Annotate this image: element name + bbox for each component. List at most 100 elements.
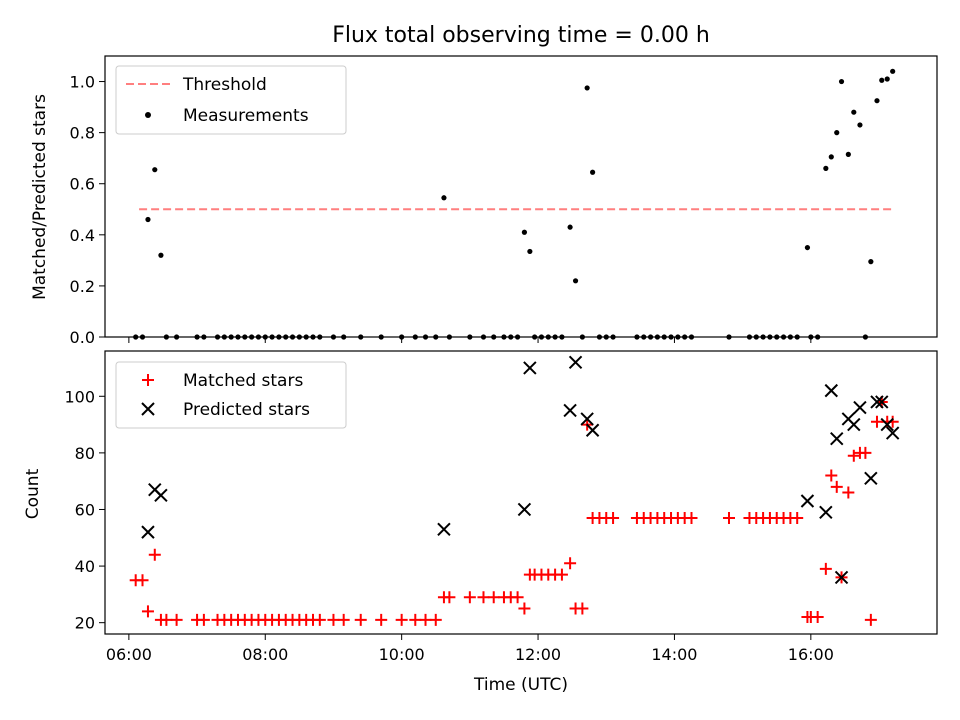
measurement-point xyxy=(194,334,200,340)
x-tick-label: 16:00 xyxy=(788,645,834,664)
matched-star-point xyxy=(564,557,577,570)
measurement-point xyxy=(726,334,732,340)
measurement-point xyxy=(862,334,868,340)
x-tick-label: 08:00 xyxy=(242,645,288,664)
measurement-point xyxy=(851,109,857,115)
bottom-y-axis-label: Count xyxy=(23,468,43,519)
x-tick-label: 12:00 xyxy=(515,645,561,664)
measurement-point xyxy=(688,334,695,340)
matched-star-point xyxy=(511,591,524,604)
measurement-point xyxy=(815,334,821,340)
matched-star-point xyxy=(170,613,183,626)
matched-star-point xyxy=(607,511,620,524)
measurement-point xyxy=(753,334,759,340)
matched-star-point xyxy=(148,548,161,561)
measurement-point xyxy=(358,334,364,340)
predicted-star-point xyxy=(830,432,844,446)
chart-title: Flux total observing time = 0.00 h xyxy=(332,23,710,48)
measurement-point xyxy=(446,334,452,340)
predicted-star-point xyxy=(800,494,815,508)
measurement-point xyxy=(228,334,234,340)
legend-measurements-swatch xyxy=(145,112,151,118)
predicted-star-point xyxy=(824,383,839,398)
matched-star-point xyxy=(375,613,388,626)
matched-star-point xyxy=(463,591,476,604)
measurement-point xyxy=(276,334,282,340)
predicted-star-point xyxy=(517,502,532,517)
matched-star-point xyxy=(723,511,735,524)
measurement-point xyxy=(746,334,753,340)
bottom-y-tick-label: 80 xyxy=(75,444,95,463)
top-y-axis-label: Matched/Predicted stars xyxy=(30,94,50,300)
measurement-point xyxy=(661,334,667,340)
measurement-point xyxy=(221,334,227,340)
measurement-point xyxy=(884,76,890,82)
top-legend: Threshold Measurements xyxy=(115,65,347,135)
measurement-point xyxy=(467,334,473,340)
measurement-point xyxy=(868,259,874,265)
measurement-point xyxy=(767,334,773,340)
legend-matched-label: Matched stars xyxy=(183,371,303,391)
measurement-point xyxy=(310,334,316,340)
measurement-point xyxy=(572,278,579,284)
measurement-point xyxy=(682,334,688,340)
legend-predicted-swatch xyxy=(141,402,155,416)
predicted-star-point xyxy=(819,505,833,520)
matched-star-point xyxy=(443,591,456,604)
measurement-point xyxy=(269,334,275,340)
measurement-point xyxy=(399,334,405,340)
measurement-point xyxy=(610,334,616,340)
measurement-point xyxy=(133,334,139,340)
measurement-point xyxy=(255,334,262,340)
measurement-point xyxy=(804,244,811,251)
measurement-point xyxy=(317,334,323,340)
measurement-point xyxy=(289,334,296,340)
measurement-point xyxy=(774,334,780,340)
measurement-point xyxy=(532,334,538,340)
measurement-point xyxy=(242,334,248,340)
measurement-point xyxy=(262,334,268,340)
measurement-point xyxy=(668,334,674,340)
top-y-tick-label: 0.2 xyxy=(70,277,95,296)
measurement-point xyxy=(834,130,840,136)
predicted-star-point xyxy=(154,488,168,503)
measurement-point xyxy=(879,77,885,83)
measurement-point xyxy=(422,334,429,340)
measurement-point xyxy=(480,334,487,340)
matched-star-point xyxy=(830,480,843,493)
matched-star-point xyxy=(395,613,408,626)
x-tick-label: 06:00 xyxy=(106,645,152,664)
measurement-point xyxy=(441,195,447,201)
count-panel: 20 40 60 80 100 06:00 08:00 10:00 12:00 14:00 16:0… xyxy=(64,350,938,664)
matched-star-point xyxy=(518,602,531,615)
legend-matched-swatch xyxy=(142,374,154,386)
top-y-tick-label: 0.0 xyxy=(70,328,95,347)
measurement-point xyxy=(874,98,880,104)
measurement-point xyxy=(584,85,590,91)
bottom-y-tick-label: 60 xyxy=(75,500,95,519)
measurement-point xyxy=(163,334,169,340)
predicted-star-point xyxy=(885,426,900,440)
matched-star-point xyxy=(847,449,860,462)
legend-measurements-label: Measurements xyxy=(183,106,309,126)
top-y-tick-label: 0.6 xyxy=(70,175,95,194)
predicted-star-point xyxy=(568,355,583,370)
measurement-point xyxy=(514,334,521,340)
matched-star-point xyxy=(136,574,149,587)
measurement-point xyxy=(139,334,146,340)
bottom-y-tick-label: 20 xyxy=(75,614,95,633)
matched-star-point xyxy=(870,415,883,428)
matched-star-point xyxy=(825,469,838,482)
predicted-star-point xyxy=(834,570,849,585)
bottom-legend-box xyxy=(115,361,347,429)
measurement-point xyxy=(201,334,207,340)
predicted-star-point xyxy=(870,395,884,409)
measurement-point xyxy=(794,334,800,340)
measurement-point xyxy=(603,334,609,340)
matched-star-point xyxy=(354,613,367,626)
measurement-point xyxy=(249,334,255,340)
measurement-point xyxy=(675,334,681,340)
top-legend-box xyxy=(115,65,347,135)
measurement-point xyxy=(433,334,439,340)
